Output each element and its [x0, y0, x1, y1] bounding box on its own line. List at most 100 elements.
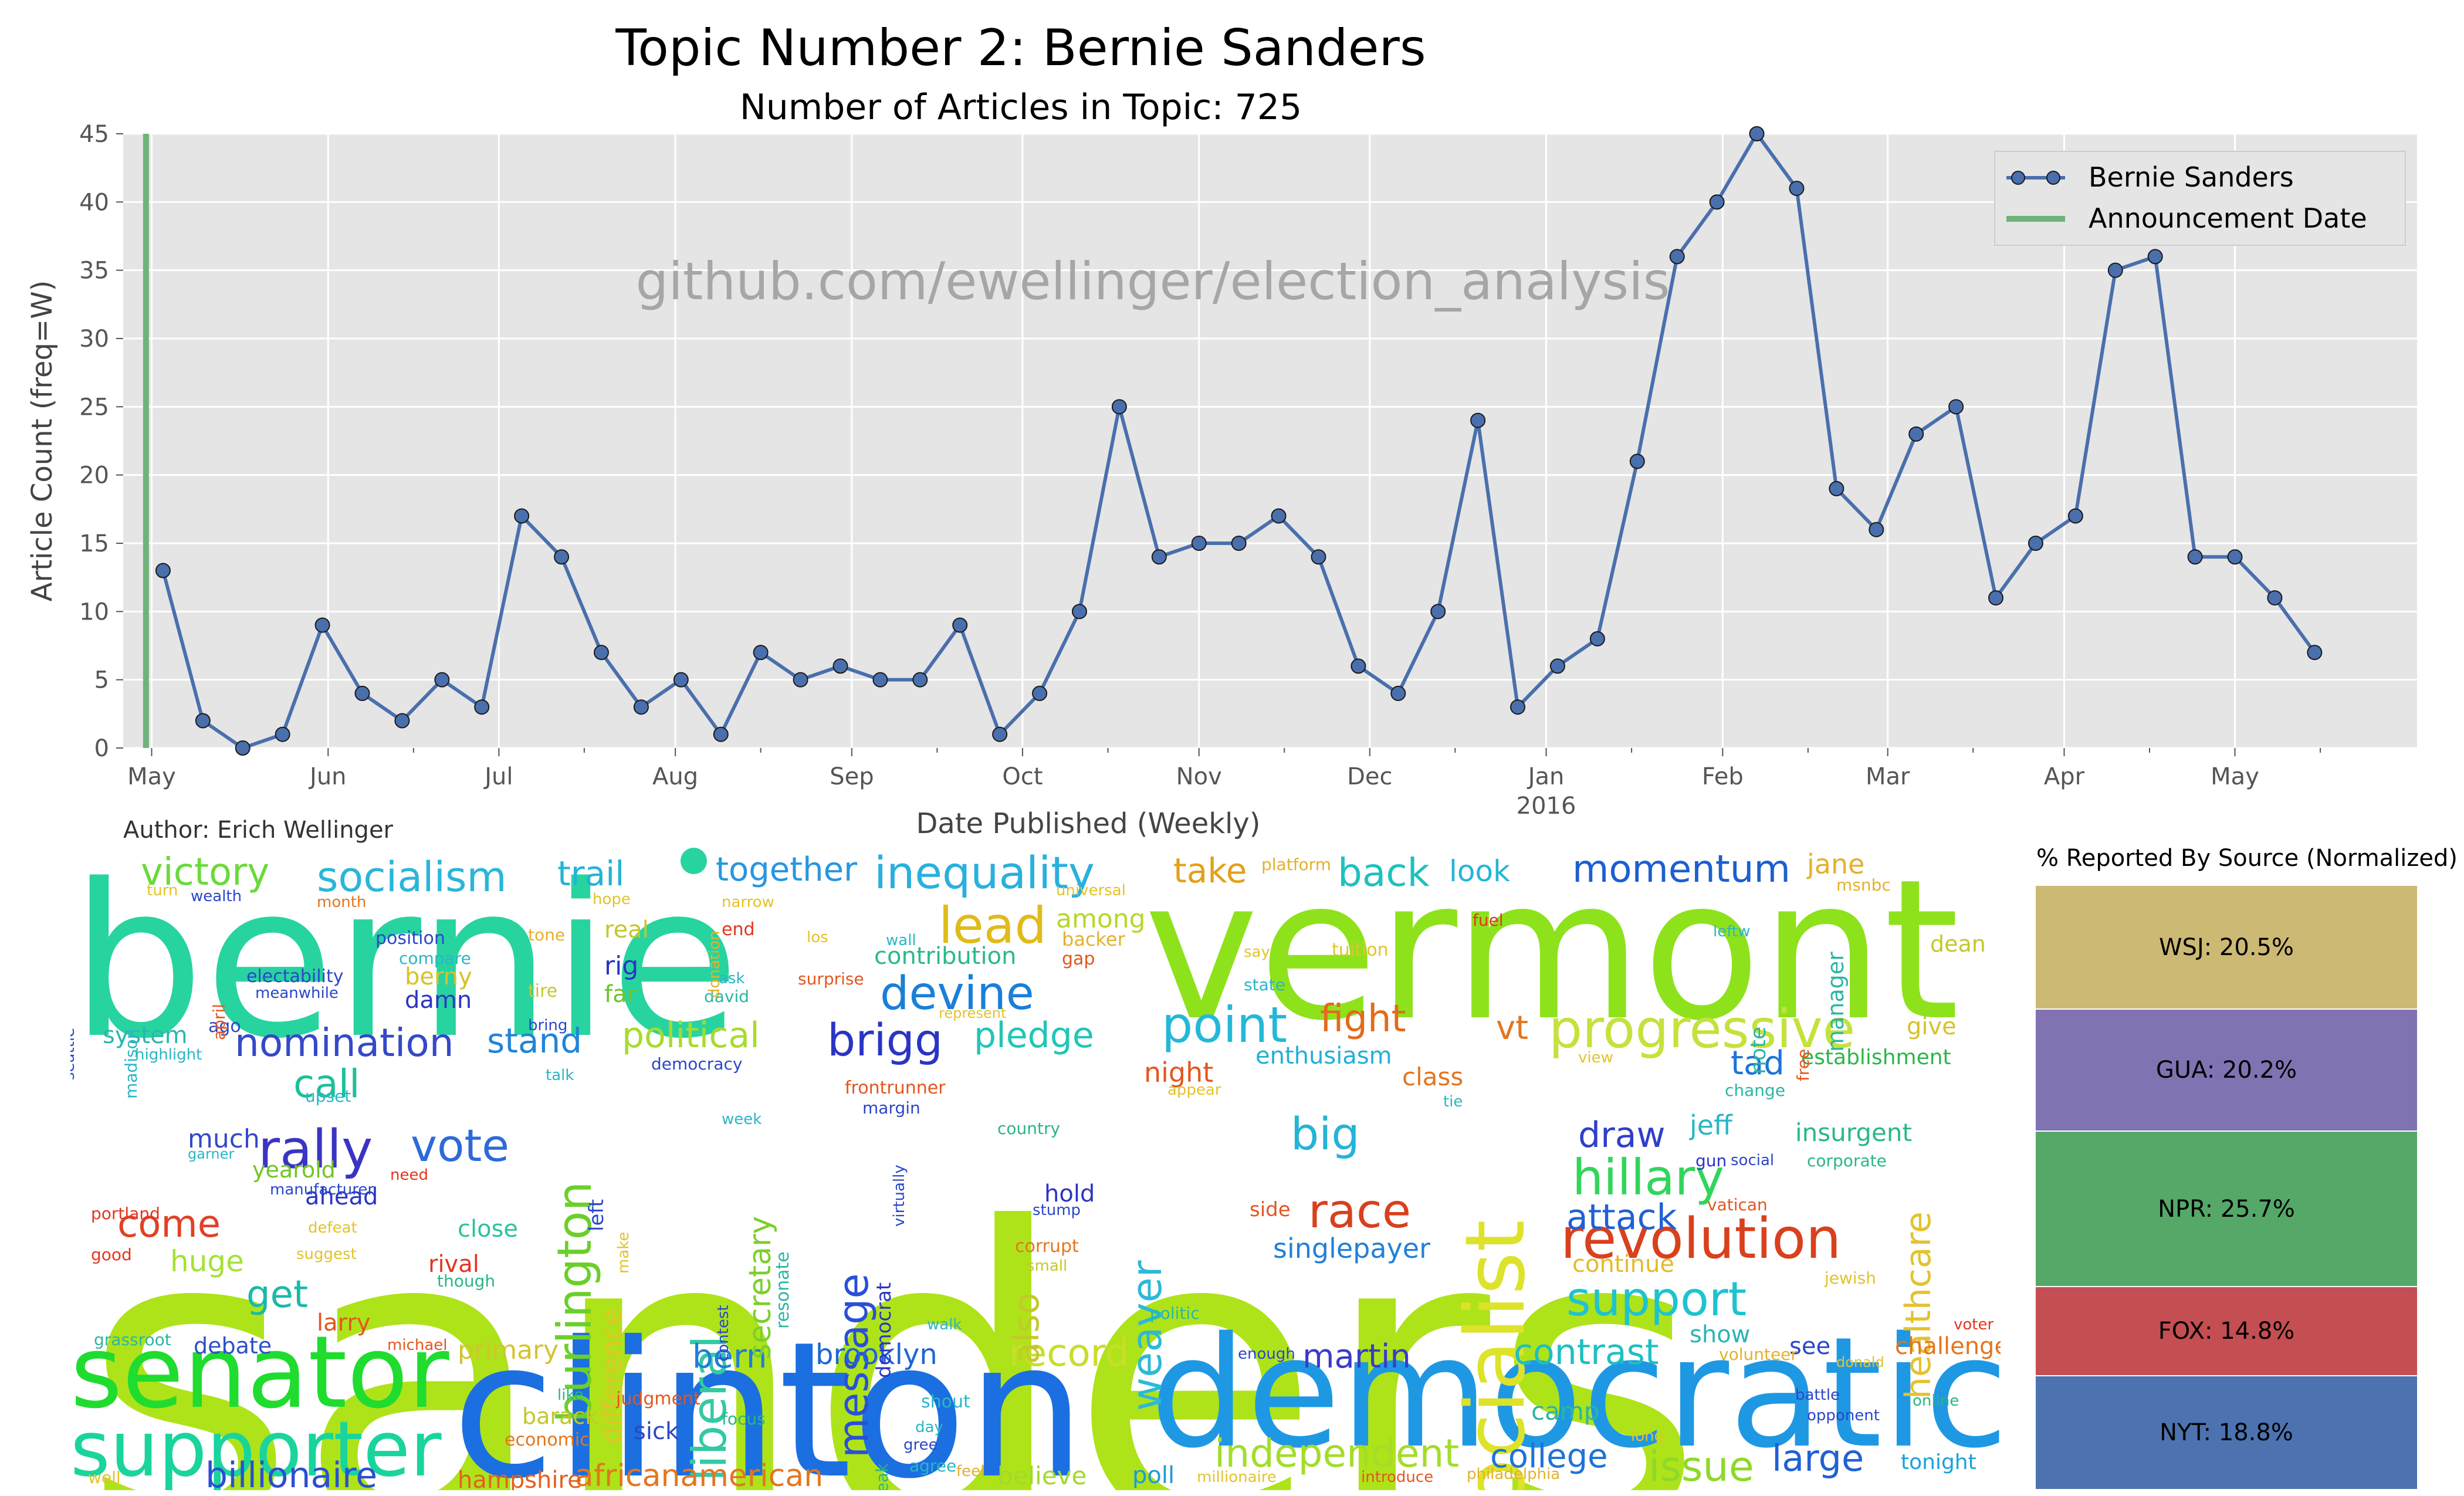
cloud-word: system	[103, 1022, 188, 1049]
cloud-word: meanwhile	[255, 984, 339, 1002]
cloud-word: night	[1144, 1057, 1214, 1088]
cloud-word: believe	[997, 1461, 1087, 1490]
data-point	[1749, 126, 1765, 141]
cloud-word: college	[1490, 1437, 1608, 1475]
cloud-word: close	[458, 1216, 519, 1243]
cloud-word: rally	[258, 1119, 373, 1180]
cloud-word: come	[117, 1203, 221, 1246]
data-point	[952, 617, 968, 633]
cloud-word: contribution	[874, 943, 1017, 970]
y-tick-label: 25	[79, 394, 109, 421]
cloud-word: tuition	[1332, 940, 1389, 960]
cloud-word: contest	[715, 1305, 732, 1362]
data-point	[713, 726, 729, 742]
data-point	[1231, 536, 1247, 551]
data-point	[2107, 262, 2123, 278]
cloud-word: billionaire	[205, 1455, 378, 1490]
cloud-word: secretary	[743, 1216, 778, 1359]
data-point	[872, 672, 888, 688]
cloud-word: contrast	[1514, 1332, 1659, 1373]
source-segment: GUA: 20.2%	[2036, 1008, 2417, 1131]
cloud-word: economic	[505, 1430, 590, 1450]
cloud-word: senator	[70, 1315, 449, 1431]
cloud-word: larry	[317, 1309, 371, 1336]
cloud-word: yearold	[252, 1157, 336, 1183]
data-point	[1311, 549, 1326, 565]
data-point	[554, 549, 570, 565]
data-point	[2227, 549, 2243, 565]
cloud-word: volunteer	[1719, 1345, 1798, 1364]
cloud-word: leftw	[1713, 923, 1751, 940]
cloud-word: shout	[921, 1392, 970, 1412]
cloud-word: judgment	[616, 1389, 700, 1409]
cloud-word: damn	[405, 987, 472, 1014]
cloud-word: enough	[1238, 1345, 1295, 1363]
cloud-word: bern	[692, 1338, 767, 1376]
cloud-word: look	[1449, 854, 1511, 888]
cloud-word: portland	[91, 1204, 160, 1223]
data-point	[633, 699, 649, 715]
cloud-word: trail	[557, 854, 625, 893]
cloud-word: narrow	[722, 893, 774, 911]
cloud-word: highlight	[135, 1046, 202, 1064]
cloud-word: stump	[1033, 1201, 1081, 1219]
cloud-word: side	[1250, 1198, 1291, 1221]
cloud-word: opponent	[1807, 1407, 1880, 1424]
data-point	[2147, 249, 2163, 265]
cloud-word: country	[997, 1119, 1061, 1138]
cloud-word: challenge	[1895, 1333, 2001, 1360]
cloud-word: hold	[1044, 1180, 1095, 1207]
y-tick-label: 0	[94, 735, 109, 762]
cloud-word: day	[915, 1419, 943, 1436]
cloud-word: tonight	[1901, 1450, 1976, 1474]
data-point	[1629, 453, 1645, 469]
source-segment: WSJ: 20.5%	[2036, 885, 2417, 1009]
cloud-word: martin	[1302, 1338, 1411, 1376]
cloud-word: take	[1173, 851, 1247, 891]
source-breakdown-title: % Reported By Source (Normalized)	[2036, 845, 2458, 872]
data-point	[593, 645, 609, 661]
cloud-word: stand	[487, 1021, 583, 1061]
cloud-word: difference	[596, 1308, 628, 1444]
cloud-word: ask	[719, 970, 745, 987]
cloud-word: democrat	[872, 1282, 896, 1378]
cloud-word: long	[1631, 1427, 1664, 1445]
legend-marker	[2011, 171, 2025, 185]
cloud-word: clinton	[452, 1302, 1086, 1490]
cloud-word: week	[722, 1111, 762, 1128]
x-tick-label: May	[127, 763, 176, 790]
x-tick-label: Dec	[1347, 763, 1392, 790]
cloud-word: revolution	[1561, 1207, 1842, 1271]
data-point	[912, 672, 928, 688]
x-tick-label: Jul	[483, 763, 513, 790]
cloud-word: vatican	[1707, 1195, 1768, 1214]
cloud-word: big	[1291, 1108, 1360, 1160]
cloud-word: support	[1566, 1272, 1747, 1326]
cloud-word: well	[88, 1468, 121, 1487]
data-point	[314, 617, 330, 633]
chart-title: Topic Number 2: Bernie Sanders	[615, 19, 1426, 77]
legend-label: Bernie Sanders	[2089, 161, 2294, 193]
cloud-word: also	[1006, 1292, 1047, 1364]
y-axis-label: Article Count (freq=W)	[26, 280, 59, 602]
data-point	[235, 740, 251, 756]
cloud-word: give	[1907, 1013, 1957, 1040]
cloud-word: sanders	[82, 1142, 1704, 1491]
cloud-word: establishment	[1801, 1045, 1951, 1069]
data-point	[673, 672, 689, 688]
cloud-word: jeff	[1690, 1109, 1732, 1141]
cloud-word: say	[1244, 943, 1270, 961]
data-point	[1948, 399, 1964, 415]
cloud-word: focus	[722, 1409, 766, 1429]
cloud-word: wall	[886, 932, 916, 949]
data-point	[1351, 658, 1366, 674]
data-point	[474, 699, 490, 715]
author-credit: Author: Erich Wellinger	[123, 817, 393, 844]
cloud-word: continue	[1572, 1251, 1674, 1278]
cloud-word: progressive	[1549, 999, 1856, 1060]
data-point	[354, 685, 370, 701]
cloud-word: msnbc	[1836, 875, 1891, 895]
cloud-word: rig	[604, 951, 639, 981]
cloud-word: hillary	[1572, 1149, 1724, 1206]
cloud-word: dean	[1930, 931, 1986, 957]
